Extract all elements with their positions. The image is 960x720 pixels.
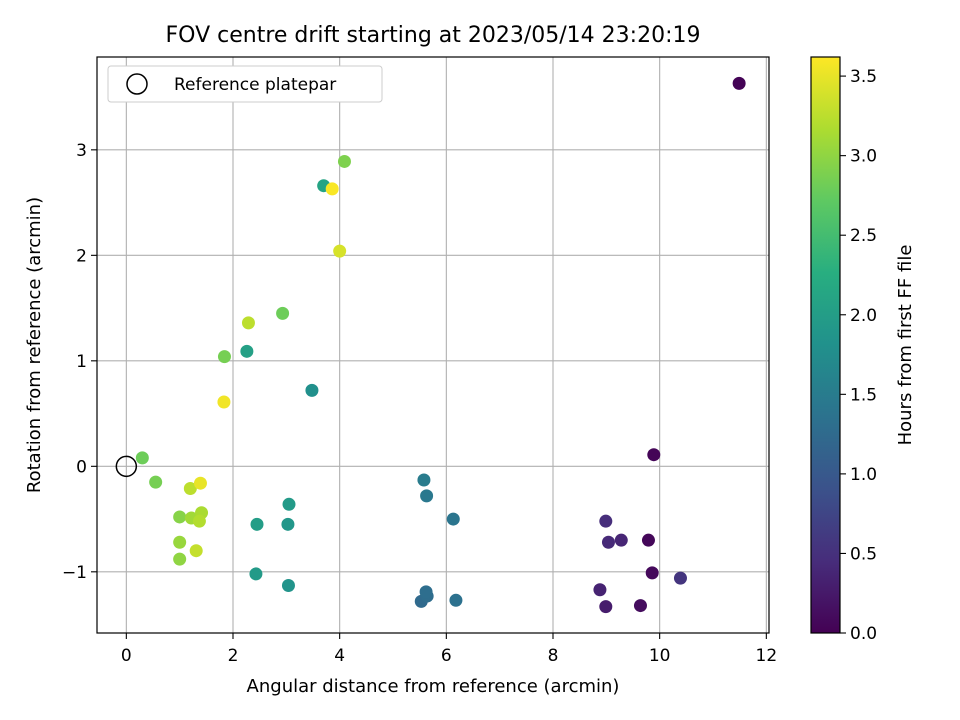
data-point [183,481,197,495]
data-point [417,473,431,487]
colorbar-tick-label: 1.5 [850,385,877,405]
reference-platepar-marker [115,455,138,478]
data-point [647,448,661,462]
data-point [276,306,290,320]
y-axis-label: Rotation from reference (arcmin) [24,197,45,493]
legend-marker-icon [126,73,148,95]
data-point [645,566,659,580]
colorbar [810,56,841,634]
y-tick-label: 1 [76,352,87,372]
data-point [325,182,339,196]
legend: Reference platepar [107,65,383,103]
colorbar-label: Hours from first FF file [895,245,916,446]
x-axis-label: Angular distance from reference (arcmin) [247,676,620,697]
data-point [241,316,255,330]
data-point [217,395,231,409]
y-tick-label: 3 [76,141,87,161]
colorbar-tick-label: 1.0 [850,465,877,485]
data-point [173,535,187,549]
x-tick-label: 10 [649,646,671,666]
data-point [189,544,203,558]
data-point [333,244,347,258]
legend-label: Reference platepar [174,75,336,95]
data-point [282,497,296,511]
data-point [601,535,615,549]
colorbar-tick-label: 0.5 [850,544,877,564]
data-point [614,533,628,547]
data-point [599,600,613,614]
x-tick-label: 2 [228,646,239,666]
data-point [419,585,433,599]
data-points [135,76,746,614]
data-point [599,514,613,528]
data-point [250,517,264,531]
data-point [281,517,295,531]
legend-box [107,65,383,103]
x-axis-ticks: 0 2 4 6 8 10 12 [121,633,777,666]
data-point [249,567,263,581]
data-point [446,512,460,526]
colorbar-tick-label: 0.0 [850,624,877,644]
x-tick-label: 6 [441,646,452,666]
data-point [281,579,295,593]
x-tick-label: 4 [334,646,345,666]
data-point [420,489,434,503]
colorbar-ticks: 0.0 0.5 1.0 1.5 2.0 2.5 3.0 3.5 [840,67,877,644]
x-tick-label: 12 [756,646,778,666]
y-tick-label: 2 [76,246,87,266]
data-point [641,533,655,547]
colorbar-tick-label: 3.0 [850,147,877,167]
data-point [217,350,231,364]
x-tick-label: 8 [548,646,559,666]
chart-title: FOV centre drift starting at 2023/05/14 … [166,23,701,48]
y-tick-label: −1 [62,563,87,583]
data-point [337,154,351,168]
data-point [173,552,187,566]
y-tick-label: 0 [76,457,87,477]
data-point [633,599,647,613]
colorbar-tick-label: 2.5 [850,226,877,246]
data-point [173,510,187,524]
data-point [305,383,319,397]
data-point [593,583,607,597]
grid-lines [97,57,769,633]
data-point [149,475,163,489]
y-axis-ticks: −1 0 1 2 3 [62,141,97,583]
plot-frame [96,56,770,634]
data-point [135,451,149,465]
data-point [193,476,207,490]
colorbar-tick-label: 3.5 [850,67,877,87]
data-point [240,344,254,358]
x-tick-label: 0 [121,646,132,666]
data-point [673,571,687,585]
data-point [192,514,206,528]
data-point [449,593,463,607]
data-point [732,76,746,90]
colorbar-tick-label: 2.0 [850,306,877,326]
